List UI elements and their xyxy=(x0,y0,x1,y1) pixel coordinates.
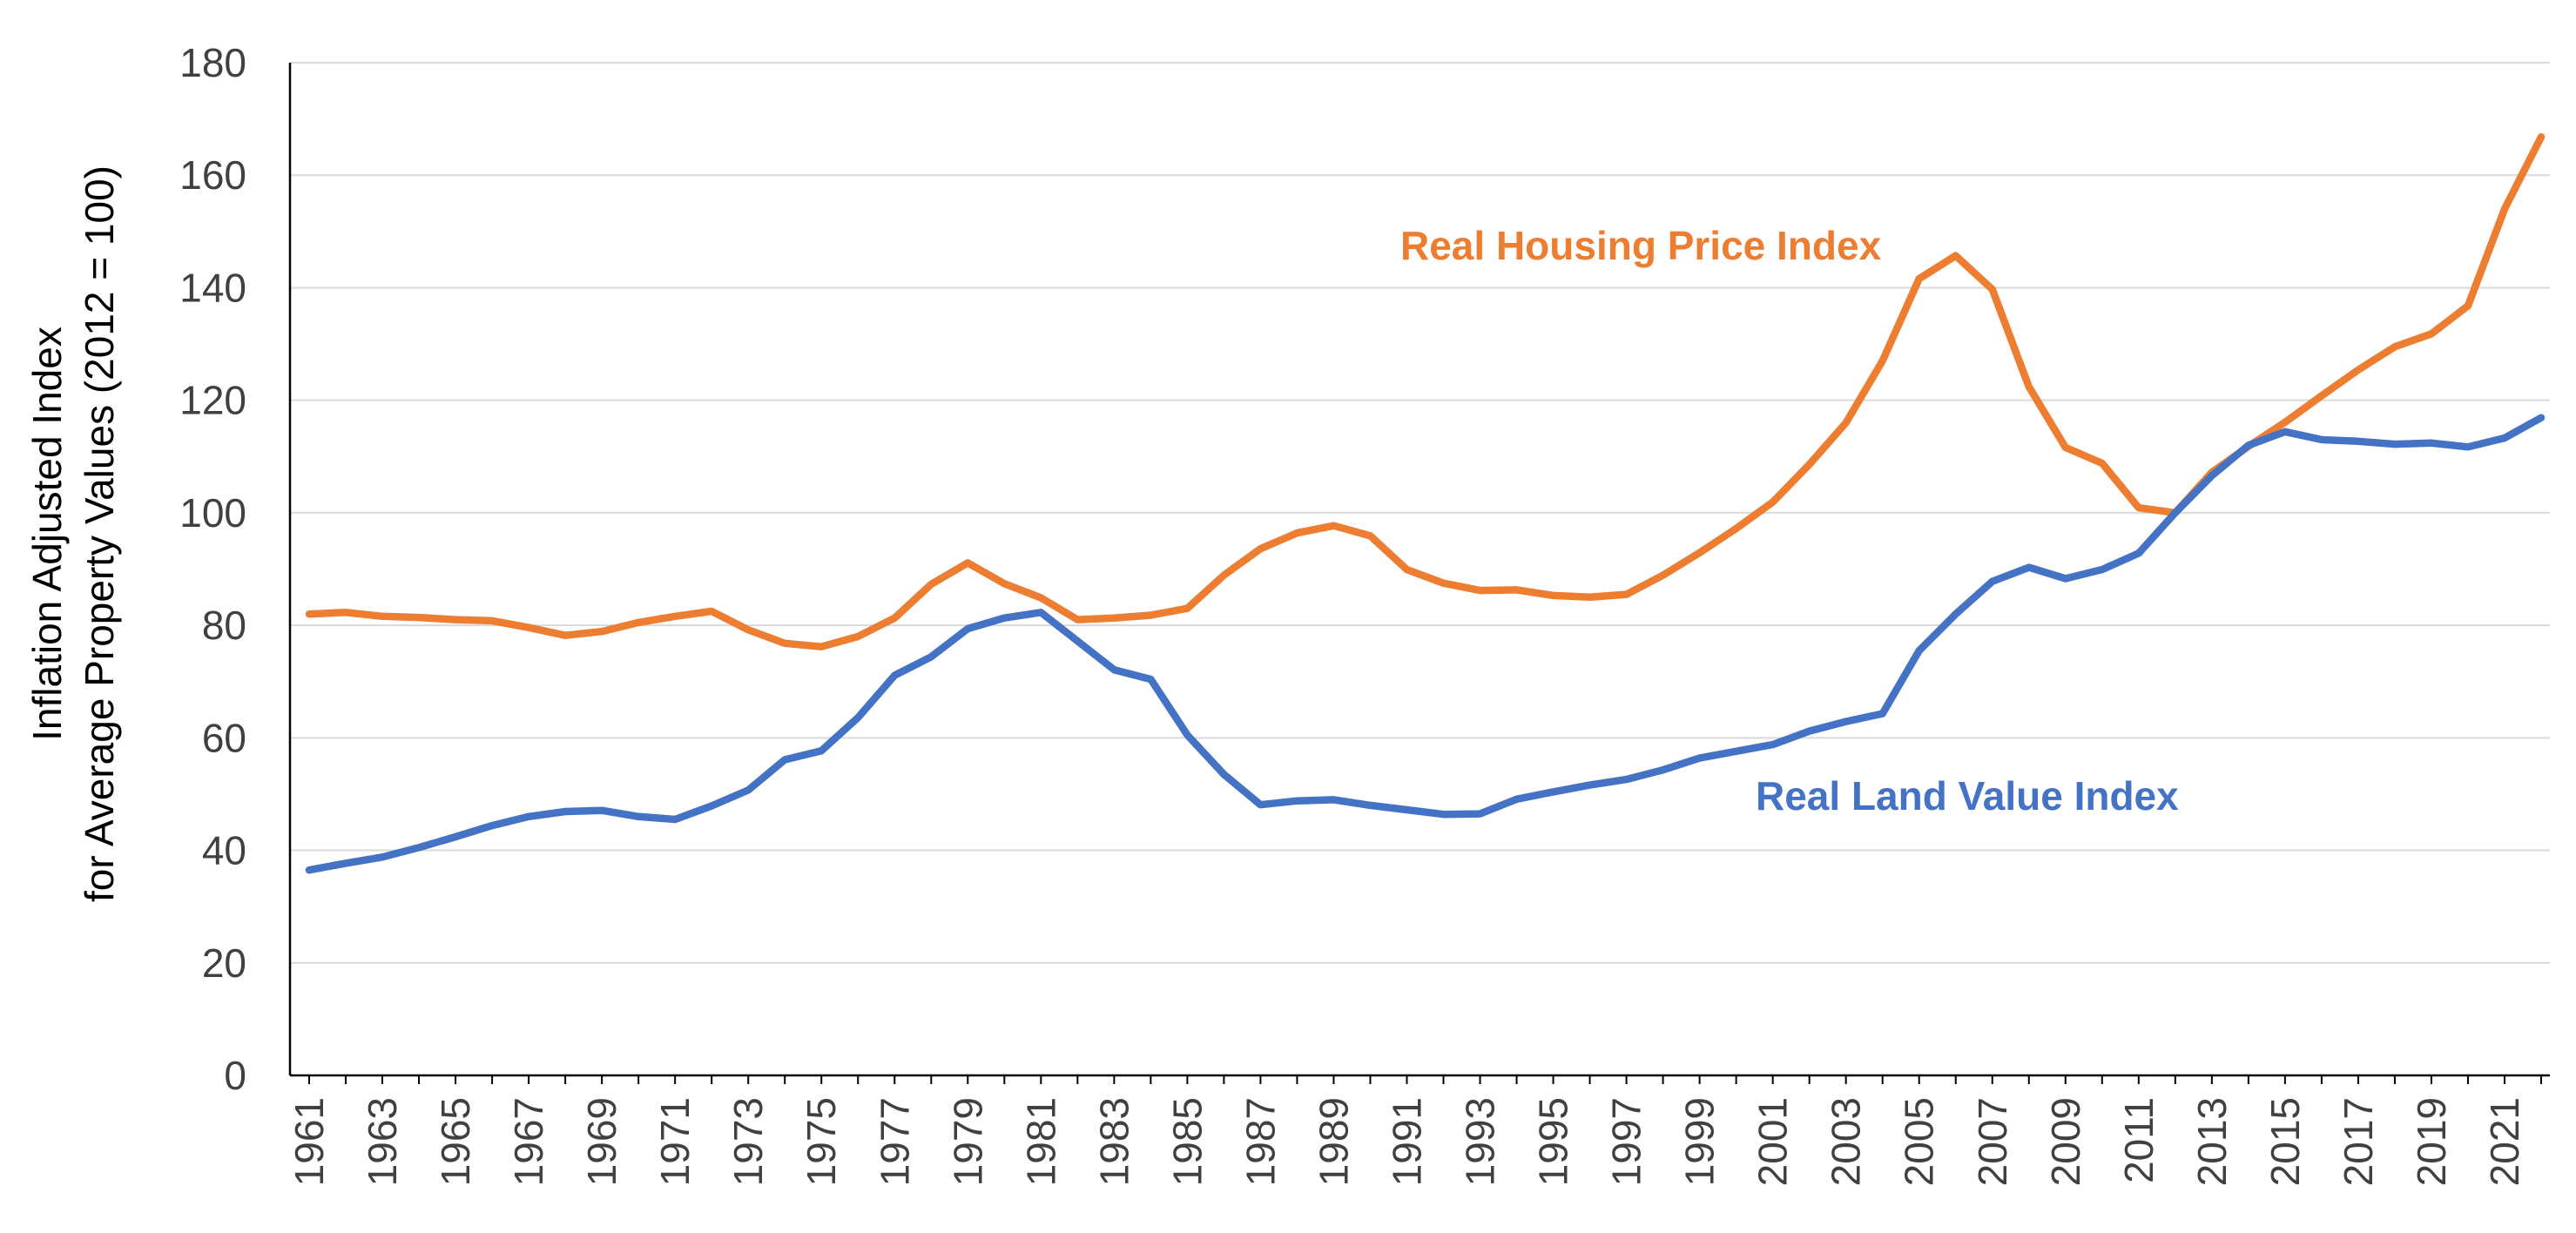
x-tick-label-2015: 2015 xyxy=(2262,1097,2308,1186)
series-line-real-housing-price-index xyxy=(305,133,2546,650)
x-tick-label-2005: 2005 xyxy=(1897,1097,1942,1186)
y-axis-title: Inflation Adjusted Index for Average Pro… xyxy=(24,165,122,902)
x-tick-label-2013: 2013 xyxy=(2189,1097,2235,1186)
series-line-real-land-value-index xyxy=(305,414,2546,874)
y-tick-label-140: 140 xyxy=(179,265,246,310)
y-axis-title-line-2: for Average Property Values (2012 = 100) xyxy=(77,165,122,902)
y-tick-label-180: 180 xyxy=(179,40,246,85)
x-tick-label-1991: 1991 xyxy=(1384,1097,1429,1186)
y-tick-label-160: 160 xyxy=(179,152,246,198)
x-tick-label-1997: 1997 xyxy=(1604,1097,1649,1186)
x-tick-label-1987: 1987 xyxy=(1237,1097,1283,1186)
y-tick-labels: 0 20 40 60 80 100 120 140 160 180 xyxy=(179,40,246,1098)
x-tick-label-2017: 2017 xyxy=(2336,1097,2381,1186)
x-tick-label-2009: 2009 xyxy=(2043,1097,2088,1186)
x-tick-labels: 1961 1963 1965 1967 1969 1971 1973 1975 1977 1979… xyxy=(287,1097,2527,1186)
x-tick-label-2007: 2007 xyxy=(1970,1097,2015,1186)
x-tick-label-1999: 1999 xyxy=(1677,1097,1723,1186)
x-tick-label-1979: 1979 xyxy=(945,1097,990,1186)
x-tick-label-2021: 2021 xyxy=(2482,1097,2527,1186)
x-tick-label-1995: 1995 xyxy=(1531,1097,1576,1186)
y-tick-label-60: 60 xyxy=(202,715,246,760)
x-tick-label-1967: 1967 xyxy=(506,1097,551,1186)
x-tick-label-1963: 1963 xyxy=(360,1097,405,1186)
y-tick-label-20: 20 xyxy=(202,940,246,986)
x-tick-label-1977: 1977 xyxy=(872,1097,917,1186)
x-tick-label-1969: 1969 xyxy=(579,1097,624,1186)
y-tick-label-120: 120 xyxy=(179,378,246,423)
series-lines xyxy=(305,133,2546,874)
axes xyxy=(288,63,2550,1084)
x-tick-label-1975: 1975 xyxy=(799,1097,844,1186)
gridlines xyxy=(290,62,2550,964)
x-tick-label-1961: 1961 xyxy=(287,1097,332,1186)
x-tick-label-1981: 1981 xyxy=(1018,1097,1063,1186)
y-tick-label-40: 40 xyxy=(202,828,246,873)
x-tick-label-2003: 2003 xyxy=(1824,1097,1869,1186)
x-tick-label-1989: 1989 xyxy=(1311,1097,1356,1186)
y-tick-label-0: 0 xyxy=(224,1053,246,1098)
land-index-annotation: Real Land Value Index xyxy=(1756,773,2179,819)
x-tick-label-1965: 1965 xyxy=(433,1097,478,1186)
series-annotations: Real Housing Price Index Real Land Value… xyxy=(1400,223,2179,819)
x-tick-label-1973: 1973 xyxy=(725,1097,771,1186)
x-tick-label-1993: 1993 xyxy=(1458,1097,1503,1186)
y-tick-label-100: 100 xyxy=(179,490,246,536)
x-tick-label-1983: 1983 xyxy=(1091,1097,1136,1186)
y-tick-label-80: 80 xyxy=(202,603,246,648)
x-tick-label-2019: 2019 xyxy=(2409,1097,2454,1186)
housing-index-annotation: Real Housing Price Index xyxy=(1400,223,1882,268)
x-tick-label-1971: 1971 xyxy=(652,1097,698,1186)
x-tick-label-2011: 2011 xyxy=(2116,1097,2161,1183)
x-tick-label-1985: 1985 xyxy=(1164,1097,1210,1186)
y-axis-title-line-1: Inflation Adjusted Index xyxy=(24,327,70,741)
x-tick-label-2001: 2001 xyxy=(1750,1097,1796,1186)
